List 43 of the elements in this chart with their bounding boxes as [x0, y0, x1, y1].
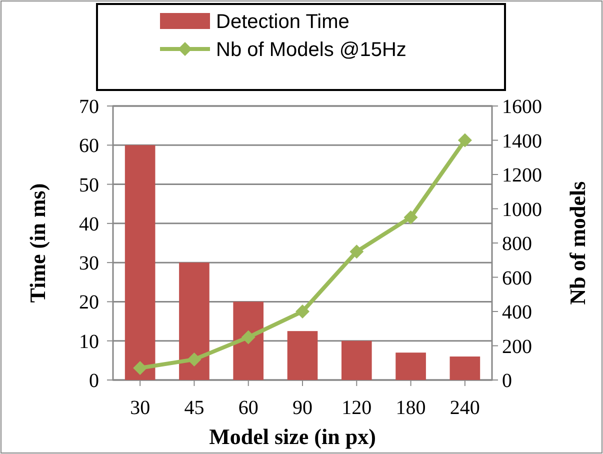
y-tick-label: 0 [89, 370, 99, 392]
bar [450, 356, 480, 380]
y-tick-label: 40 [79, 213, 99, 236]
y2-axis-title: Nb of models [565, 180, 590, 305]
y2-tick-label: 1400 [502, 130, 542, 152]
y2-tick-label: 1200 [502, 164, 542, 186]
y2-tick-label: 1600 [502, 96, 542, 118]
legend-label: Nb of Models @15Hz [216, 39, 406, 61]
x-axis-title: Model size (in px) [209, 424, 376, 449]
x-tick-label: 120 [342, 397, 372, 419]
y-tick-label: 30 [79, 252, 99, 275]
y2-tick-label: 600 [502, 267, 532, 290]
point [458, 133, 472, 148]
y2-tick-label: 400 [502, 302, 532, 324]
x-tick-label: 45 [184, 397, 204, 419]
point [241, 330, 256, 344]
bar [287, 331, 318, 380]
y-axis-title: Time (in ms) [25, 183, 50, 303]
bar [233, 302, 264, 380]
y-tick-label: 70 [79, 96, 99, 118]
point [404, 210, 418, 224]
y2-tick-label: 800 [502, 233, 532, 255]
x-tick-label: 240 [450, 397, 480, 419]
x-tick-label: 90 [292, 397, 312, 419]
y2-tick-label: 1000 [502, 198, 542, 221]
y-tick-label: 20 [79, 292, 99, 314]
y2-tick-label: 200 [502, 336, 532, 358]
bar [179, 262, 210, 380]
x-tick-label: 180 [396, 397, 426, 419]
y-tick-label: 50 [79, 174, 99, 196]
bar [396, 352, 426, 380]
y-tick-label: 60 [79, 135, 99, 158]
y2-tick-label: 0 [502, 370, 512, 392]
point [187, 352, 202, 366]
point [296, 304, 310, 318]
x-tick-label: 30 [130, 397, 150, 419]
x-tick-label: 60 [238, 397, 258, 419]
bar [124, 145, 156, 380]
y-tick-label: 10 [79, 330, 99, 353]
bar [341, 340, 372, 380]
legend-label: Detection Time [216, 11, 350, 33]
point [133, 361, 148, 376]
point [350, 244, 364, 259]
